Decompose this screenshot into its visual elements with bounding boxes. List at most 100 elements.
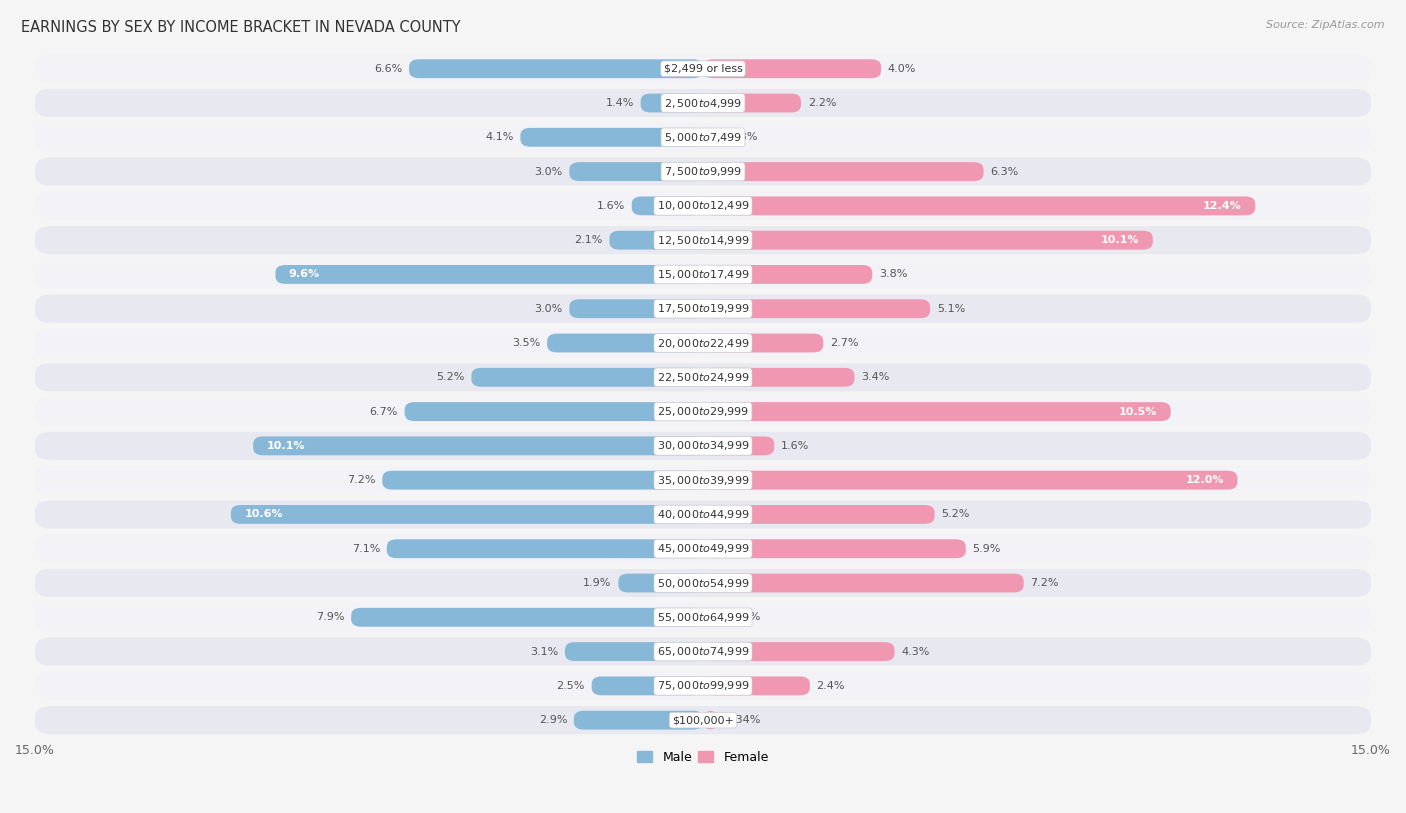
Text: 12.0%: 12.0% — [1185, 475, 1225, 485]
FancyBboxPatch shape — [35, 89, 1371, 117]
FancyBboxPatch shape — [703, 642, 894, 661]
FancyBboxPatch shape — [35, 706, 1371, 734]
FancyBboxPatch shape — [703, 402, 1171, 421]
FancyBboxPatch shape — [409, 59, 703, 78]
FancyBboxPatch shape — [703, 93, 801, 112]
FancyBboxPatch shape — [703, 574, 1024, 593]
FancyBboxPatch shape — [641, 93, 703, 112]
Text: $55,000 to $64,999: $55,000 to $64,999 — [657, 611, 749, 624]
FancyBboxPatch shape — [703, 437, 775, 455]
Text: 3.0%: 3.0% — [534, 167, 562, 176]
FancyBboxPatch shape — [574, 711, 703, 729]
FancyBboxPatch shape — [35, 260, 1371, 289]
Text: $20,000 to $22,499: $20,000 to $22,499 — [657, 337, 749, 350]
Text: $12,500 to $14,999: $12,500 to $14,999 — [657, 233, 749, 246]
FancyBboxPatch shape — [471, 367, 703, 387]
FancyBboxPatch shape — [703, 333, 824, 353]
FancyBboxPatch shape — [703, 59, 882, 78]
FancyBboxPatch shape — [405, 402, 703, 421]
Text: 7.2%: 7.2% — [347, 475, 375, 485]
Text: 6.3%: 6.3% — [990, 167, 1018, 176]
Legend: Male, Female: Male, Female — [633, 746, 773, 769]
FancyBboxPatch shape — [703, 299, 931, 318]
Text: 2.9%: 2.9% — [538, 715, 567, 725]
Text: Source: ZipAtlas.com: Source: ZipAtlas.com — [1267, 20, 1385, 30]
Text: 3.1%: 3.1% — [530, 646, 558, 657]
Text: 10.1%: 10.1% — [1101, 235, 1139, 246]
Text: 12.4%: 12.4% — [1204, 201, 1241, 211]
FancyBboxPatch shape — [35, 158, 1371, 185]
FancyBboxPatch shape — [703, 265, 872, 284]
Text: 0.28%: 0.28% — [723, 133, 758, 142]
Text: 1.6%: 1.6% — [780, 441, 810, 451]
FancyBboxPatch shape — [35, 226, 1371, 254]
Text: 3.4%: 3.4% — [860, 372, 890, 382]
Text: 4.3%: 4.3% — [901, 646, 929, 657]
FancyBboxPatch shape — [703, 711, 718, 729]
Text: $2,499 or less: $2,499 or less — [664, 63, 742, 74]
FancyBboxPatch shape — [703, 162, 984, 181]
FancyBboxPatch shape — [703, 505, 935, 524]
FancyBboxPatch shape — [703, 367, 855, 387]
Text: 10.6%: 10.6% — [245, 510, 283, 520]
Text: 10.5%: 10.5% — [1119, 406, 1157, 416]
Text: 6.6%: 6.6% — [374, 63, 402, 74]
Text: 10.1%: 10.1% — [267, 441, 305, 451]
Text: $100,000+: $100,000+ — [672, 715, 734, 725]
FancyBboxPatch shape — [35, 637, 1371, 666]
FancyBboxPatch shape — [619, 574, 703, 593]
Text: 2.4%: 2.4% — [817, 680, 845, 691]
Text: 5.2%: 5.2% — [941, 510, 970, 520]
Text: $75,000 to $99,999: $75,000 to $99,999 — [657, 680, 749, 693]
Text: $35,000 to $39,999: $35,000 to $39,999 — [657, 474, 749, 487]
Text: 4.1%: 4.1% — [485, 133, 513, 142]
Text: EARNINGS BY SEX BY INCOME BRACKET IN NEVADA COUNTY: EARNINGS BY SEX BY INCOME BRACKET IN NEV… — [21, 20, 461, 35]
Text: 9.6%: 9.6% — [288, 269, 321, 280]
FancyBboxPatch shape — [703, 539, 966, 559]
FancyBboxPatch shape — [592, 676, 703, 695]
FancyBboxPatch shape — [231, 505, 703, 524]
Text: 3.8%: 3.8% — [879, 269, 907, 280]
Text: 5.9%: 5.9% — [973, 544, 1001, 554]
Text: $2,500 to $4,999: $2,500 to $4,999 — [664, 97, 742, 110]
Text: 7.1%: 7.1% — [352, 544, 380, 554]
FancyBboxPatch shape — [35, 466, 1371, 494]
Text: 5.1%: 5.1% — [936, 304, 965, 314]
Text: $25,000 to $29,999: $25,000 to $29,999 — [657, 405, 749, 418]
FancyBboxPatch shape — [35, 603, 1371, 632]
Text: 2.2%: 2.2% — [807, 98, 837, 108]
Text: $45,000 to $49,999: $45,000 to $49,999 — [657, 542, 749, 555]
FancyBboxPatch shape — [35, 54, 1371, 83]
Text: 3.0%: 3.0% — [534, 304, 562, 314]
FancyBboxPatch shape — [703, 471, 1237, 489]
FancyBboxPatch shape — [631, 197, 703, 215]
Text: $50,000 to $54,999: $50,000 to $54,999 — [657, 576, 749, 589]
Text: $40,000 to $44,999: $40,000 to $44,999 — [657, 508, 749, 521]
Text: $5,000 to $7,499: $5,000 to $7,499 — [664, 131, 742, 144]
Text: $10,000 to $12,499: $10,000 to $12,499 — [657, 199, 749, 212]
Text: $17,500 to $19,999: $17,500 to $19,999 — [657, 302, 749, 315]
Text: $30,000 to $34,999: $30,000 to $34,999 — [657, 439, 749, 452]
Text: 5.2%: 5.2% — [436, 372, 465, 382]
FancyBboxPatch shape — [703, 231, 1153, 250]
Text: 6.7%: 6.7% — [370, 406, 398, 416]
FancyBboxPatch shape — [35, 192, 1371, 220]
FancyBboxPatch shape — [565, 642, 703, 661]
FancyBboxPatch shape — [35, 432, 1371, 460]
Text: $22,500 to $24,999: $22,500 to $24,999 — [657, 371, 749, 384]
Text: 7.9%: 7.9% — [316, 612, 344, 622]
FancyBboxPatch shape — [35, 569, 1371, 597]
Text: 1.4%: 1.4% — [606, 98, 634, 108]
Text: 0.34%: 0.34% — [725, 612, 761, 622]
Text: $65,000 to $74,999: $65,000 to $74,999 — [657, 645, 749, 658]
Text: $15,000 to $17,499: $15,000 to $17,499 — [657, 268, 749, 281]
FancyBboxPatch shape — [35, 124, 1371, 151]
Text: 2.5%: 2.5% — [557, 680, 585, 691]
FancyBboxPatch shape — [569, 162, 703, 181]
FancyBboxPatch shape — [547, 333, 703, 353]
FancyBboxPatch shape — [520, 128, 703, 146]
Text: 2.7%: 2.7% — [830, 338, 859, 348]
Text: 3.5%: 3.5% — [512, 338, 540, 348]
FancyBboxPatch shape — [703, 128, 716, 146]
FancyBboxPatch shape — [382, 471, 703, 489]
